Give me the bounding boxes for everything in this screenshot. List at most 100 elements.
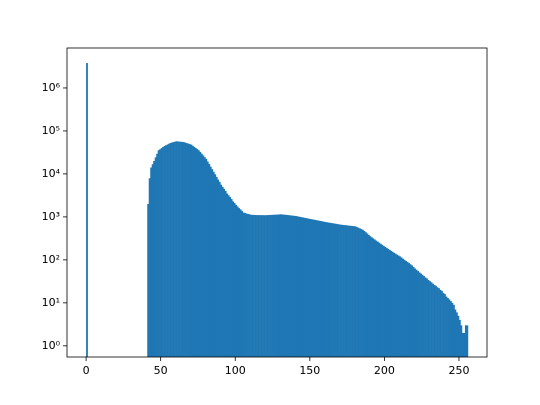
bar [227,195,230,357]
bar [226,193,229,357]
bar [205,158,208,357]
bar [168,143,170,357]
bar [153,160,155,357]
bar [278,214,281,357]
bar [160,148,163,357]
bar [336,224,339,357]
bar [399,256,402,357]
bar [417,271,419,357]
y-tick-label: 10² [42,253,60,266]
bar [339,224,342,357]
bar [180,141,182,357]
bar [177,141,179,357]
bar [169,142,172,357]
bar [447,297,449,357]
bar [369,236,372,357]
bar [151,164,154,357]
bar [445,296,448,357]
bar [420,273,422,357]
bar [245,213,248,357]
bar [290,215,293,357]
bar [208,164,211,357]
x-tick-label: 100 [225,364,246,377]
bar [172,142,175,357]
bar [360,229,363,357]
bar [199,151,202,357]
bar [200,153,203,357]
bar [174,141,176,357]
bar [242,212,245,357]
bar [279,214,282,357]
bar [148,178,151,357]
bar [324,222,327,357]
bar [300,217,303,357]
plot-frame [66,47,488,358]
bar [415,269,418,357]
x-tick-label: 50 [154,364,168,377]
bar [183,142,185,357]
bar [464,325,467,357]
bar [357,227,360,357]
bar [181,141,184,357]
bar [259,215,261,357]
bar [275,214,278,357]
bar [305,218,308,357]
bar [296,216,299,357]
bar [406,262,409,357]
bar [165,145,167,357]
bar [163,145,166,357]
bar [314,219,317,357]
x-tick-label: 0 [83,364,90,377]
bar [260,215,263,357]
bar [235,204,238,357]
bar [333,223,336,357]
bar [282,214,285,357]
bar [86,63,88,358]
bar [345,225,348,357]
bar [215,176,218,357]
bar [274,214,276,357]
bar [232,201,235,357]
bar [178,141,181,357]
bar [439,289,442,357]
bar [190,144,193,357]
bar [430,282,433,357]
bar [241,210,243,357]
bar [397,255,400,357]
bar [348,225,351,357]
bar [263,215,266,357]
bar [315,220,318,357]
bar [254,215,257,357]
bar [184,142,187,357]
bar [171,142,173,357]
bar [388,249,391,357]
bar [285,214,288,357]
bar [191,145,194,357]
bar [218,181,221,357]
bar [214,174,217,357]
bar [266,215,269,357]
bar [403,259,406,357]
bar [268,215,270,357]
bar [291,215,294,357]
bar [159,149,161,357]
bar [432,283,434,357]
bar [463,332,466,357]
bar [303,217,306,357]
bar [344,225,346,357]
y-tick-label: 10⁴ [42,167,61,180]
bar [312,219,315,357]
bar [423,276,425,357]
bar [390,250,393,357]
x-tick-label: 200 [374,364,395,377]
bar [370,237,373,357]
bar [364,232,367,357]
bar [202,155,205,357]
bar [452,304,455,357]
bar [460,325,463,357]
bar [318,220,321,357]
bar [224,191,227,357]
bar [409,264,412,357]
bar [414,268,417,357]
bar [400,257,403,357]
